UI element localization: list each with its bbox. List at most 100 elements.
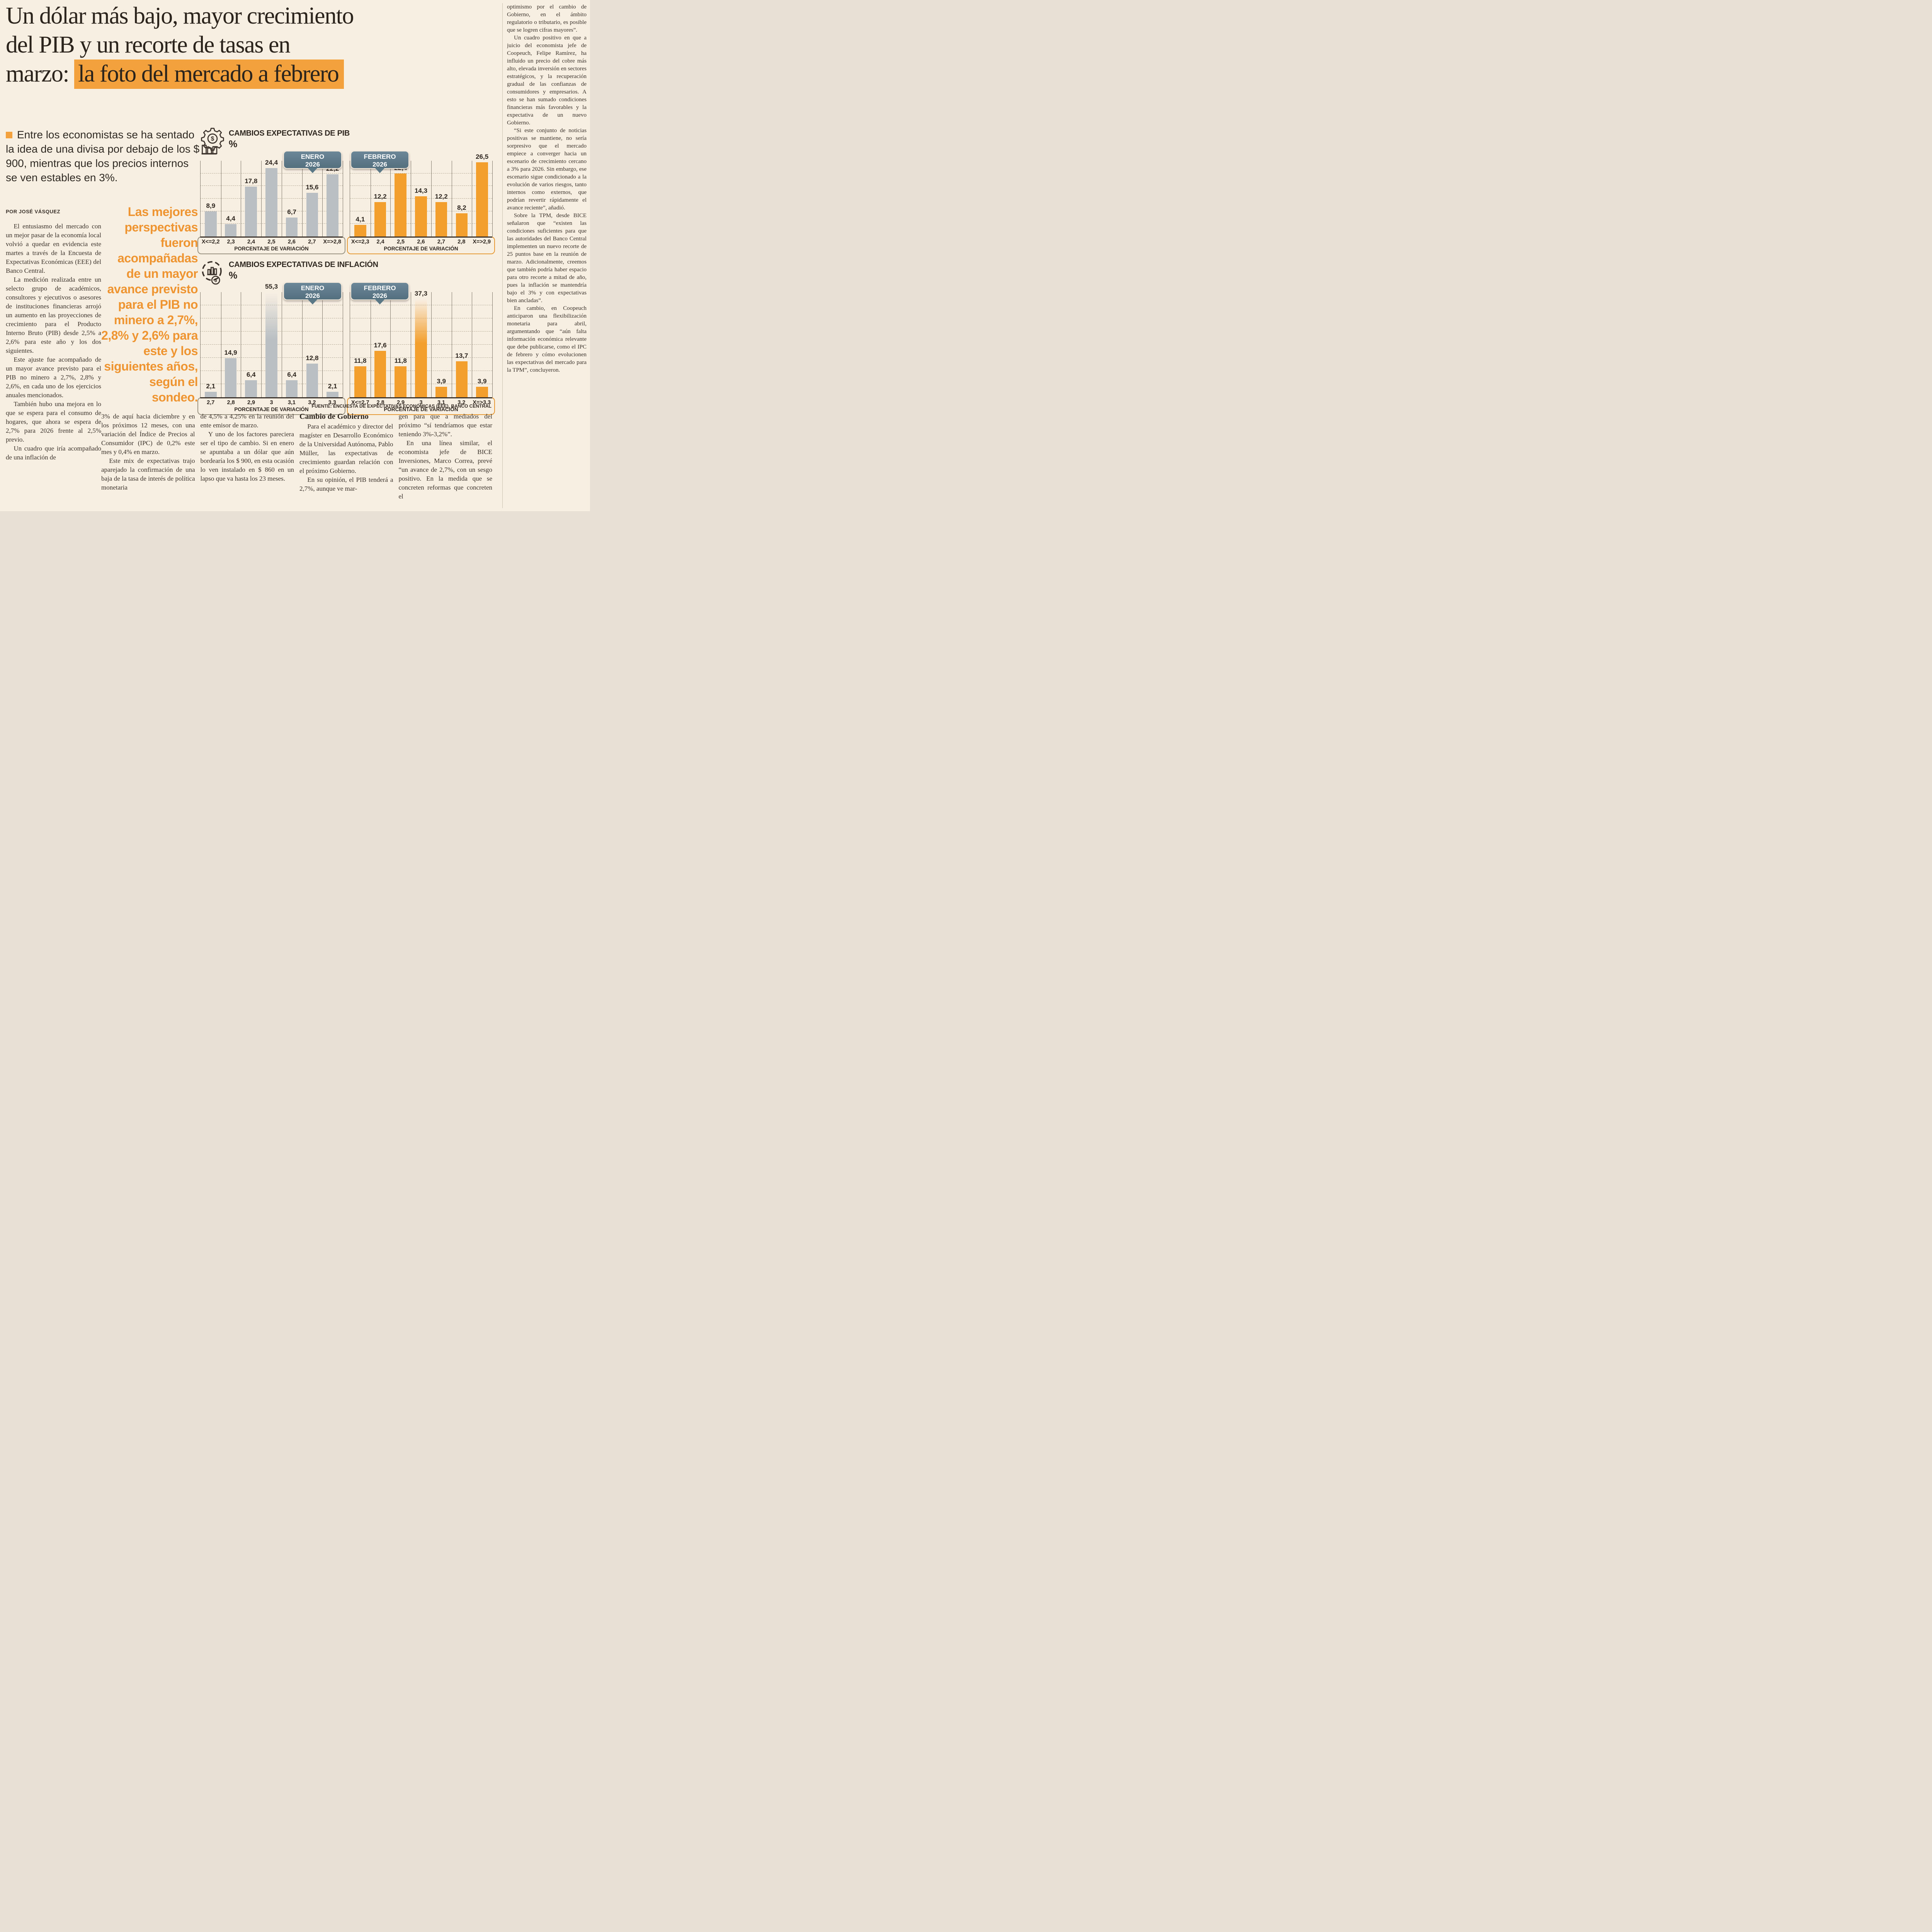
period-badge-febrero: FEBRERO 2026 [350, 151, 409, 169]
bar [415, 196, 427, 236]
bar-value-label: 26,5 [476, 153, 489, 160]
bar-slot: 11,8 [390, 292, 412, 397]
bar-value-label: 3,9 [477, 378, 487, 385]
paragraph: gen para que a mediados del próximo “sí … [398, 413, 493, 438]
bar [476, 162, 488, 236]
x-tick-label: 2,4 [376, 239, 384, 245]
x-axis-title: PORCENTAJE DE VARIACIÓN [234, 246, 309, 252]
bar [265, 292, 277, 397]
bar [224, 224, 237, 236]
bar-value-label: 24,4 [265, 158, 278, 166]
chart-group-inflacion: $ CAMBIOS EXPECTATIVAS DE INFLACIÓN % EN… [197, 258, 495, 415]
period-badge-enero: ENERO 2026 [283, 151, 342, 169]
charts-infographic: $ CAMBIOS EXPECTATIVAS DE PIB % ENERO 20… [197, 127, 495, 415]
bar [265, 168, 277, 236]
x-tick-label: 2,7 [437, 239, 445, 245]
bar-slot: 4,1 [350, 161, 371, 236]
x-tick-label: 2,8 [457, 239, 466, 245]
headline: Un dólar más bajo, mayor crecimiento del… [6, 2, 493, 89]
article-right-column: optimismo por el cambio de Gobierno, en … [507, 3, 587, 509]
paragraph: En su opinión, el PIB tenderá a 2,7%, au… [299, 476, 393, 492]
badge-year: 2026 [372, 161, 387, 168]
x-tick-label: 3,1 [437, 400, 445, 406]
bar-slot: 55,3 [261, 283, 282, 397]
x-tick-label: 2,9 [247, 400, 255, 406]
chart-title-pib: CAMBIOS EXPECTATIVAS DE PIB [229, 129, 350, 138]
paragraph: En una línea similar, el economista jefe… [398, 439, 493, 500]
bar-value-label: 6,7 [287, 208, 297, 216]
bottom-column-2: de 4,5% a 4,25% en la reunión del ente e… [201, 412, 294, 510]
chart-group-pib: $ CAMBIOS EXPECTATIVAS DE PIB % ENERO 20… [197, 127, 495, 254]
x-tick-label: X<=2,2 [201, 239, 220, 245]
chart-row-pib: ENERO 2026 8,9 4,4 17,8 24,4 6,7 15,622,2 X<=… [197, 151, 495, 254]
bar-slot: 26,5 [472, 153, 493, 236]
bar-value-label: 2,1 [328, 382, 337, 390]
bar-value-label: 37,3 [414, 290, 428, 298]
bar [374, 202, 386, 236]
x-tick-label: 3,2 [308, 400, 316, 406]
bar-slot: 8,2 [452, 161, 473, 236]
x-tick-label: 2,5 [396, 239, 405, 245]
bar [286, 218, 298, 236]
chart-panel-inflacion-enero: ENERO 2026 2,1 14,9 6,4 55,3 6,4 12,8 2,1 2,7 2… [197, 282, 345, 415]
bar [435, 202, 447, 236]
axis-box: 2,7 2,8 2,9 3 3,1 3,2 3,3 PORCENTAJE DE VARIAC… [197, 397, 345, 415]
bar-value-label: 17,6 [374, 342, 387, 349]
bar [374, 351, 386, 397]
paragraph: optimismo por el cambio de Gobierno, en … [507, 4, 587, 33]
bar [245, 186, 257, 236]
chart-unit-pib: % [229, 139, 238, 150]
badge-year: 2026 [305, 161, 320, 168]
bar-value-label: 4,4 [226, 215, 235, 223]
pull-quote: Las mejores perspectivas fueron acompaña… [101, 205, 198, 404]
bottom-columns: 3% de aquí hacia diciembre y en los próx… [101, 412, 492, 510]
headline-line3: marzo: la foto del mercado a febrero [6, 60, 493, 89]
bar-value-label: 17,8 [245, 177, 258, 185]
bar [306, 363, 318, 397]
x-axis-labels: X<=2,2 2,3 2,4 2,5 2,6 2,7 X=>2,8 [201, 239, 342, 245]
bar-value-label: 2,1 [206, 382, 216, 390]
bar-slot: 17,8 [241, 161, 262, 236]
x-axis-title: PORCENTAJE DE VARIACIÓN [384, 406, 458, 412]
byline: POR JOSÉ VÁSQUEZ [6, 209, 60, 214]
badge-month: FEBRERO [364, 153, 396, 160]
x-tick-label: 2,8 [227, 400, 235, 406]
period-badge-enero: ENERO 2026 [283, 282, 342, 300]
bar [205, 211, 217, 236]
bar-slot: 14,3 [411, 161, 432, 236]
x-tick-label: 2,6 [287, 239, 296, 245]
paragraph: En cambio, en Coopeuch anticiparon una f… [507, 305, 587, 373]
bar-plot-pib-febrero: 4,112,222,414,312,28,226,5 [350, 153, 493, 238]
bar [456, 361, 468, 397]
x-tick-label: X=>2,8 [323, 239, 342, 245]
x-axis-labels: X<=2,3 2,4 2,5 2,6 2,7 2,8 X=>2,9 [350, 239, 492, 245]
bar [224, 358, 237, 397]
bar-value-label: 6,4 [246, 371, 256, 379]
chart-header-pib: $ CAMBIOS EXPECTATIVAS DE PIB % [200, 127, 492, 161]
bar-value-label: 12,2 [374, 193, 387, 201]
bar-plot-pib-enero: 8,9 4,4 17,8 24,4 6,7 15,622,2 [200, 159, 343, 238]
subheading-cambio-de-gobierno: Cambio de Gobierno [299, 412, 369, 421]
x-tick-label: 3,3 [328, 400, 336, 406]
badge-year: 2026 [372, 292, 387, 299]
x-tick-label: X=>2,9 [473, 239, 491, 245]
paragraph: Para el académico y director del magíste… [299, 423, 393, 474]
bar-value-label: 11,8 [354, 357, 367, 364]
bar [306, 192, 318, 236]
bar [395, 366, 407, 397]
bar-value-label: 3,9 [437, 378, 446, 385]
bar-value-label: 6,4 [287, 371, 297, 379]
bar-slot: 24,4 [261, 159, 282, 236]
x-axis-labels: X<=2,7 2,8 2,9 3 3,1 3,2 X=>3,3 [350, 400, 492, 406]
bar-value-label: 4,1 [355, 216, 365, 223]
bar-slot: 6,4 [241, 292, 262, 397]
bar-slot: 22,4 [390, 161, 412, 236]
paragraph: Este mix de expectativas trajo aparejado… [101, 457, 195, 491]
x-tick-label: X<=2,7 [351, 400, 369, 406]
headline-line1: Un dólar más bajo, mayor crecimiento [6, 3, 354, 29]
summary-lede: Entre los economistas se ha sentado la i… [6, 128, 201, 185]
bar-value-label: 11,8 [394, 357, 407, 364]
paragraph: Sobre la TPM, desde BICE señalaron que “… [507, 213, 587, 304]
badge-month: ENERO [301, 153, 325, 160]
paragraph: Y uno de los factores pareciera ser el t… [200, 430, 294, 482]
